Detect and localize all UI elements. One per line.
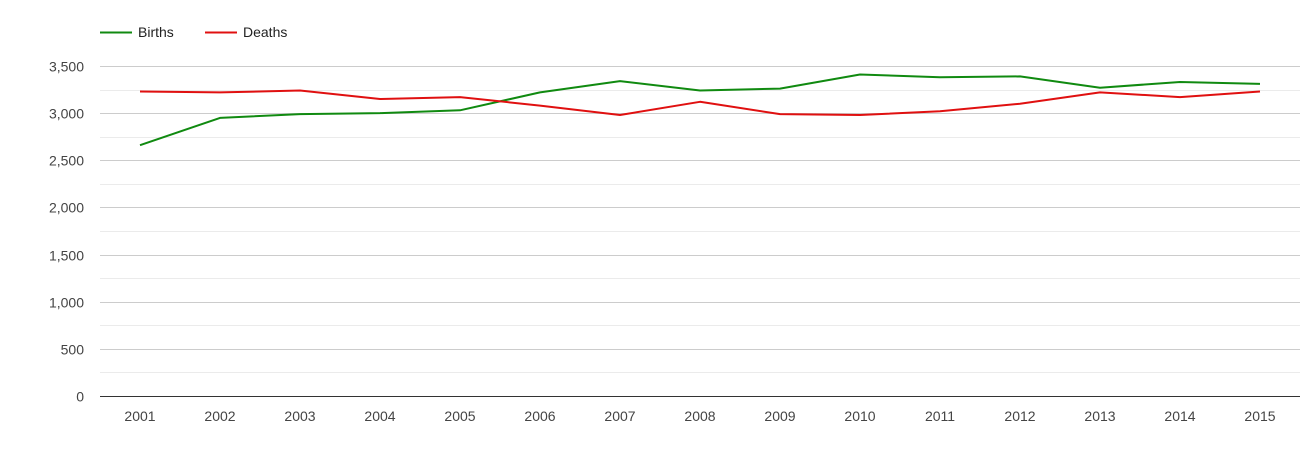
x-tick-label: 2007: [604, 408, 635, 424]
legend-label-deaths: Deaths: [243, 24, 287, 40]
x-tick-label: 2013: [1084, 408, 1115, 424]
x-tick-label: 2014: [1164, 408, 1195, 424]
x-tick-label: 2005: [444, 408, 475, 424]
x-tick-label: 2011: [925, 408, 955, 424]
x-tick-label: 2001: [124, 408, 155, 424]
x-tick-label: 2009: [764, 408, 795, 424]
x-tick-label: 2002: [204, 408, 235, 424]
x-tick-label: 2003: [284, 408, 315, 424]
deaths-line: [139, 89, 1261, 116]
births-line: [139, 73, 1261, 147]
legend: Births Deaths: [100, 24, 287, 40]
y-tick-label: 2,000: [49, 200, 84, 216]
x-tick-label: 2015: [1244, 408, 1275, 424]
series-lines: [139, 73, 1261, 147]
y-tick-label: 0: [76, 389, 84, 405]
y-tick-label: 500: [61, 342, 85, 358]
y-tick-label: 1,000: [49, 295, 84, 311]
x-tick-label: 2006: [524, 408, 555, 424]
x-tick-label: 2010: [844, 408, 875, 424]
y-tick-label: 3,000: [49, 106, 84, 122]
y-tick-label: 3,500: [49, 59, 84, 75]
x-tick-label: 2004: [364, 408, 395, 424]
legend-item-births[interactable]: Births: [100, 24, 174, 40]
legend-label-births: Births: [138, 24, 174, 40]
x-tick-label: 2012: [1004, 408, 1035, 424]
y-tick-label: 1,500: [49, 248, 84, 264]
y-tick-label: 2,500: [49, 153, 84, 169]
x-tick-label: 2008: [684, 408, 715, 424]
axes: 0 500 1,000 1,500 2,000 2,500 3,000 3,500 2001 20…: [49, 59, 1300, 424]
legend-item-deaths[interactable]: Deaths: [205, 24, 287, 40]
gridlines: [100, 66, 1300, 373]
